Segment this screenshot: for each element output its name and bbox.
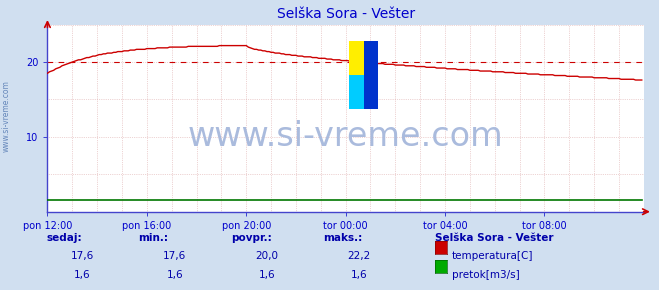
Text: 1,6: 1,6: [258, 270, 275, 280]
Text: 1,6: 1,6: [351, 270, 368, 280]
Text: 1,6: 1,6: [74, 270, 91, 280]
Title: Selška Sora - Vešter: Selška Sora - Vešter: [277, 7, 415, 21]
Text: www.si-vreme.com: www.si-vreme.com: [2, 80, 11, 152]
Text: 17,6: 17,6: [71, 251, 94, 261]
Text: sedaj:: sedaj:: [46, 233, 82, 243]
Text: Selška Sora - Vešter: Selška Sora - Vešter: [435, 233, 554, 243]
Bar: [364, 41, 378, 109]
Text: pretok[m3/s]: pretok[m3/s]: [452, 270, 520, 280]
Text: temperatura[C]: temperatura[C]: [452, 251, 534, 261]
Text: www.si-vreme.com: www.si-vreme.com: [188, 120, 503, 153]
Text: 1,6: 1,6: [166, 270, 183, 280]
Text: povpr.:: povpr.:: [231, 233, 272, 243]
Text: 17,6: 17,6: [163, 251, 186, 261]
Bar: [349, 41, 364, 75]
Text: 20,0: 20,0: [256, 251, 278, 261]
Bar: [349, 75, 364, 109]
Text: min.:: min.:: [138, 233, 169, 243]
Text: maks.:: maks.:: [323, 233, 362, 243]
Text: 22,2: 22,2: [347, 251, 371, 261]
